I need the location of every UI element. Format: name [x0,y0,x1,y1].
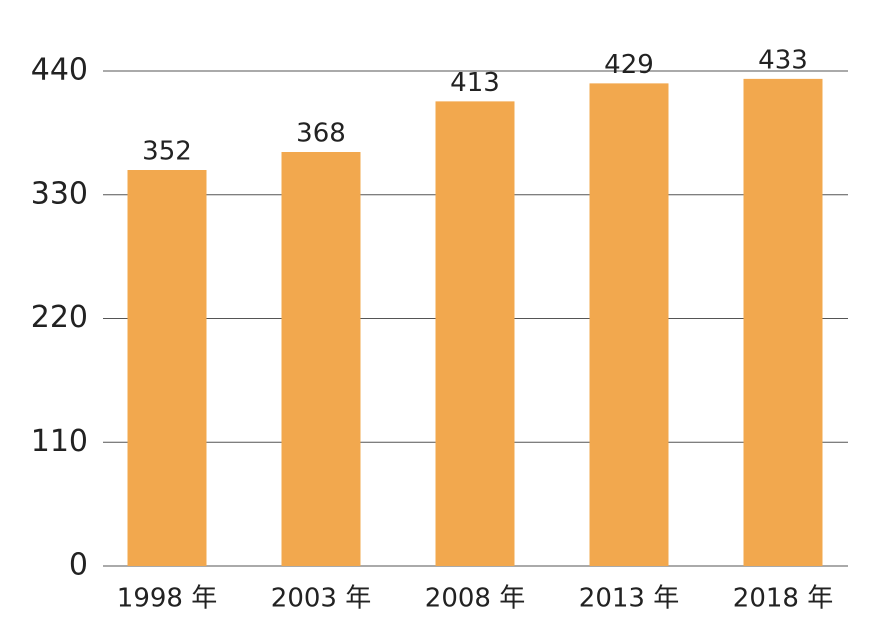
y-tick-label: 0 [69,548,88,583]
value-label: 433 [758,45,808,75]
x-tick-label: 2018 年 [733,584,833,614]
value-label: 368 [296,119,346,149]
value-label: 429 [604,50,654,80]
bar [127,170,207,566]
x-tick-label: 1998 年 [117,584,217,614]
value-label: 413 [450,68,500,98]
y-tick-label: 220 [31,300,88,335]
y-tick-label: 110 [31,424,88,459]
y-tick-label: 440 [31,53,88,88]
x-tick-label: 2008 年 [425,584,525,614]
bar [435,101,515,566]
value-label: 352 [142,137,192,167]
bar [743,78,823,566]
y-tick-label: 330 [31,176,88,211]
x-tick-label: 2003 年 [271,584,371,614]
bar [589,83,669,566]
bar [281,152,361,566]
x-tick-label: 2013 年 [579,584,679,614]
